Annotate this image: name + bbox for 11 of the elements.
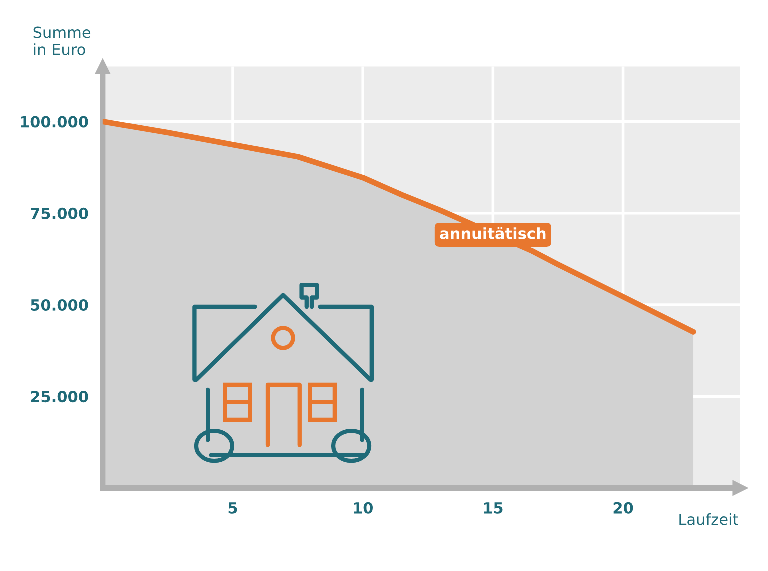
- x-tick-label: 20: [614, 502, 634, 514]
- x-tick-label: 5: [228, 502, 238, 514]
- y-tick-label: 100.000: [21, 116, 88, 128]
- x-axis-title: Laufzeit: [680, 513, 738, 526]
- annotation: annuitätisch: [440, 227, 546, 240]
- y-tick-label: 75.000: [31, 208, 88, 220]
- y-tick-label: 50.000: [31, 299, 88, 312]
- y-axis-title: Summe in Euro: [34, 26, 91, 56]
- x-tick-label: 10: [354, 502, 373, 514]
- x-tick-label: 15: [484, 502, 503, 514]
- y-tick-label: 25.000: [31, 391, 88, 403]
